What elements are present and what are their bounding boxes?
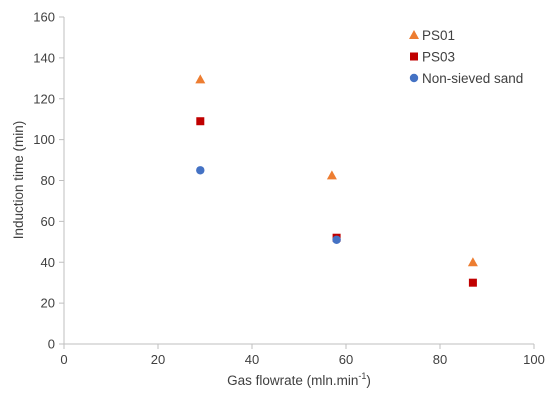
x-axis-title: Gas flowrate (mln.min-1) [227,371,371,388]
y-tick-label: 0 [48,337,55,352]
data-points [195,74,478,287]
y-axis-title: Induction time (min) [11,121,26,240]
y-tick-label: 160 [33,10,55,25]
data-point-triangle [195,74,206,84]
data-point-square [468,278,477,287]
legend-label: Non-sieved sand [422,71,523,86]
data-point-triangle [467,257,478,267]
y-tick-label: 80 [41,173,55,188]
x-tick-label: 40 [245,352,259,367]
data-point-triangle [326,170,337,180]
legend-marker-triangle [409,30,419,39]
data-point-circle [196,166,205,175]
legend-marker-circle [409,73,419,83]
data-point-square [196,117,205,126]
x-axis: 0 20 40 60 80 100 [60,343,545,367]
x-axis-title-superscript: -1 [358,371,366,381]
legend: PS01 PS03 Non-sieved sand [409,28,523,86]
x-axis-title-suffix: ) [366,373,371,388]
x-tick-label: 100 [523,352,545,367]
x-tick-label: 0 [60,352,67,367]
y-tick-label: 20 [41,296,55,311]
legend-marker-square [410,52,418,61]
y-tick-label: 40 [41,255,55,270]
x-tick-label: 80 [433,352,447,367]
x-tick-label: 60 [339,352,353,367]
data-point-circle [332,235,341,244]
y-axis: 0 20 40 60 80 100 120 140 160 [33,10,65,352]
x-tick-labels: 0 20 40 60 80 100 [60,344,545,367]
y-tick-labels: 0 20 40 60 80 100 120 140 160 [33,10,64,352]
y-tick-label: 140 [33,50,55,65]
y-tick-label: 60 [41,214,55,229]
legend-label: PS03 [422,50,455,65]
legend-label: PS01 [422,28,455,43]
x-tick-label: 20 [151,352,165,367]
x-axis-title-main: Gas flowrate (mln.min [227,373,358,388]
y-tick-label: 100 [33,132,55,147]
y-tick-label: 120 [33,91,55,106]
